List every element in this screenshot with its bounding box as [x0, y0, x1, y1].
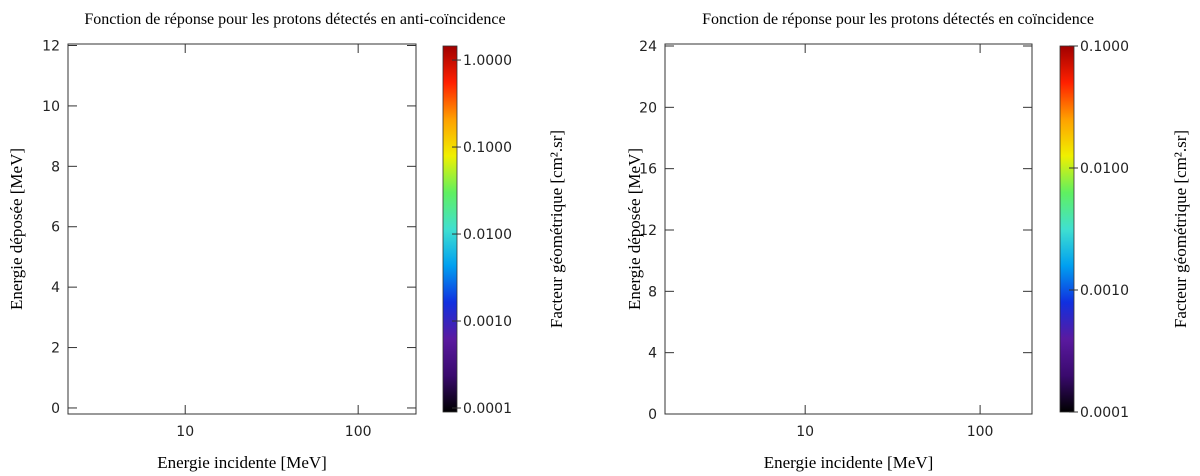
x-axis-label: Energie incidente [MeV] [764, 453, 934, 472]
y-tick-label: 12 [639, 223, 657, 239]
colorbar [1059, 45, 1075, 413]
y-tick-label: 0 [648, 407, 657, 423]
colorbar-tick-label: 1.0000 [463, 53, 512, 69]
chart-title: Fonction de réponse pour les protons dét… [702, 11, 1094, 28]
y-tick-label: 12 [42, 39, 60, 55]
colorbar-tick-label: 0.0100 [463, 227, 512, 243]
y-tick-label: 4 [648, 346, 657, 362]
colorbar-tick-label: 0.0010 [1080, 283, 1129, 299]
colorbar-label: Facteur géométrique [cm².sr] [1171, 130, 1190, 328]
y-tick-label: 20 [639, 100, 657, 116]
x-axis-label: Energie incidente [MeV] [157, 453, 327, 472]
plot-area [664, 43, 1033, 415]
x-tick-label: 10 [176, 424, 194, 440]
y-tick-label: 2 [51, 341, 60, 357]
y-tick-label: 16 [639, 162, 657, 178]
y-tick-label: 8 [648, 284, 657, 300]
y-tick-label: 0 [51, 401, 60, 417]
colorbar-tick-label: 0.1000 [463, 140, 512, 156]
y-tick-label: 4 [51, 280, 60, 296]
x-tick-label: 100 [967, 424, 994, 440]
y-tick-label: 10 [42, 99, 60, 115]
y-tick-label: 6 [51, 220, 60, 236]
colorbar-tick-label: 0.0001 [1080, 405, 1129, 421]
y-axis-label: Energie déposée [MeV] [625, 148, 644, 310]
x-tick-label: 100 [345, 424, 372, 440]
x-tick-label: 10 [796, 424, 814, 440]
colorbar-tick-label: 0.0010 [463, 314, 512, 330]
colorbar-tick-label: 0.0100 [1080, 161, 1129, 177]
chart-title: Fonction de réponse pour les protons dét… [84, 11, 505, 28]
colorbar-tick-label: 0.1000 [1080, 39, 1129, 55]
plot-area [67, 43, 417, 415]
y-tick-label: 24 [639, 39, 657, 55]
y-tick-label: 8 [51, 159, 60, 175]
colorbar [442, 45, 458, 413]
colorbar-label: Facteur géométrique [cm².sr] [547, 130, 566, 328]
y-axis-label: Energie déposée [MeV] [7, 148, 26, 310]
colorbar-tick-label: 0.0001 [463, 401, 512, 417]
